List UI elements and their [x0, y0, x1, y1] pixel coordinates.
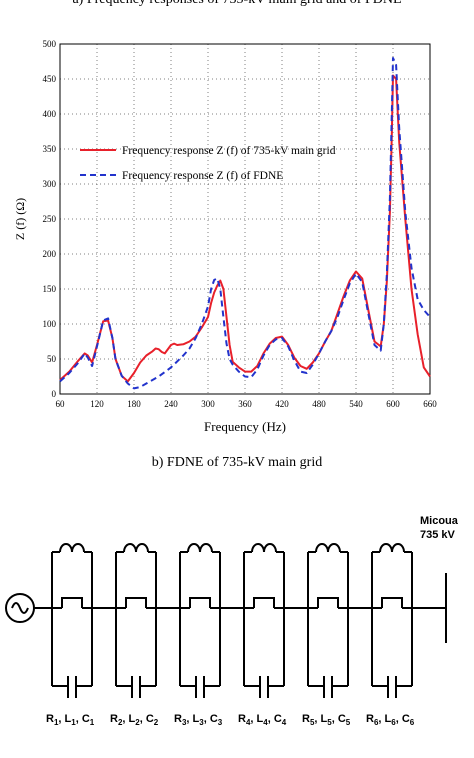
- y-tick-label: 150: [43, 284, 57, 294]
- y-tick-label: 50: [47, 354, 57, 364]
- rlc-branch-4: R4, L4, C4: [238, 543, 308, 727]
- x-tick-label: 360: [238, 399, 252, 409]
- rlc-branch-3: R3, L3, C3: [174, 543, 244, 727]
- rlc-branch-5: R5, L5, C5: [302, 543, 372, 727]
- circuit-body: R1, L1, C1 R2, L2, C2 R3, L3, C3 R4, L4, C4…: [5, 543, 447, 727]
- legend-label-main-grid: Frequency response Z (f) of 735-kV main …: [122, 145, 336, 157]
- resistor: [317, 597, 339, 608]
- inductor: [59, 543, 85, 553]
- bus-label-name: Micoua: [420, 515, 459, 527]
- plot-frame: [59, 43, 431, 395]
- x-tick-label: 540: [349, 399, 363, 409]
- x-tick-label: 600: [386, 399, 400, 409]
- resistor: [381, 597, 403, 608]
- y-tick-label: 100: [43, 319, 57, 329]
- x-tick-label: 660: [423, 399, 437, 409]
- resistor: [253, 597, 275, 608]
- inductor: [315, 543, 341, 553]
- x-tick-label: 420: [275, 399, 289, 409]
- branch-label-6: R6, L6, C6: [366, 713, 415, 727]
- rlc-branch-1: R1, L1, C1: [46, 543, 116, 727]
- x-tick-label: 180: [127, 399, 141, 409]
- bus-label-voltage: 735 kV: [420, 529, 456, 541]
- resistor: [61, 597, 83, 608]
- y-axis-label: Z (f) (Ω): [13, 198, 27, 240]
- resistor: [125, 597, 147, 608]
- y-tick-label: 250: [43, 214, 57, 224]
- source-sine: [11, 602, 29, 614]
- rlc-branch-6: R6, L6, C6: [366, 543, 446, 727]
- x-axis-label: Frequency (Hz): [204, 419, 286, 434]
- chart-legend: Frequency response Z (f) of 735-kV main …: [80, 145, 336, 182]
- fdne-circuit-diagram: R1, L1, C1 R2, L2, C2 R3, L3, C3 R4, L4, C4…: [5, 515, 459, 727]
- series-line-2: [59, 57, 431, 390]
- inductor: [379, 543, 405, 553]
- y-tick-label: 500: [43, 39, 57, 49]
- x-tick-label: 60: [56, 399, 66, 409]
- y-tick-label: 450: [43, 74, 57, 84]
- y-tick-label: 350: [43, 144, 57, 154]
- x-tick-labels: 60 120 180 240 300 360 420 480 540 600 660: [56, 399, 438, 409]
- caption-top: a) Frequency responses of 735-kV main gr…: [0, 0, 474, 8]
- frequency-response-chart: 60 120 180 240 300 360 420 480 540 600 660 0 50 100 1…: [13, 39, 438, 434]
- inductor: [123, 543, 149, 553]
- rlc-branch-2: R2, L2, C2: [110, 543, 180, 727]
- branch-label-4: R4, L4, C4: [238, 713, 287, 727]
- chart-grid: [59, 43, 431, 395]
- branch-label-3: R3, L3, C3: [174, 713, 223, 727]
- inductor: [251, 543, 277, 553]
- branch-label-1: R1, L1, C1: [46, 713, 95, 727]
- y-tick-labels: 0 50 100 150 200 250 300 350 400 450 500: [43, 39, 57, 399]
- branch-label-2: R2, L2, C2: [110, 713, 159, 727]
- y-tick-label: 0: [52, 389, 57, 399]
- x-tick-label: 300: [201, 399, 215, 409]
- y-tick-label: 300: [43, 179, 57, 189]
- inductor: [187, 543, 213, 553]
- y-tick-label: 400: [43, 109, 57, 119]
- legend-label-fdne: Frequency response Z (f) of FDNE: [122, 170, 283, 182]
- x-tick-label: 120: [90, 399, 104, 409]
- x-tick-label: 240: [164, 399, 178, 409]
- caption-bottom: b) FDNE of 735-kV main grid: [151, 455, 323, 470]
- y-tick-label: 200: [43, 249, 57, 259]
- branch-label-5: R5, L5, C5: [302, 713, 351, 727]
- x-tick-label: 480: [312, 399, 326, 409]
- series-lines: [59, 57, 431, 390]
- resistor: [189, 597, 211, 608]
